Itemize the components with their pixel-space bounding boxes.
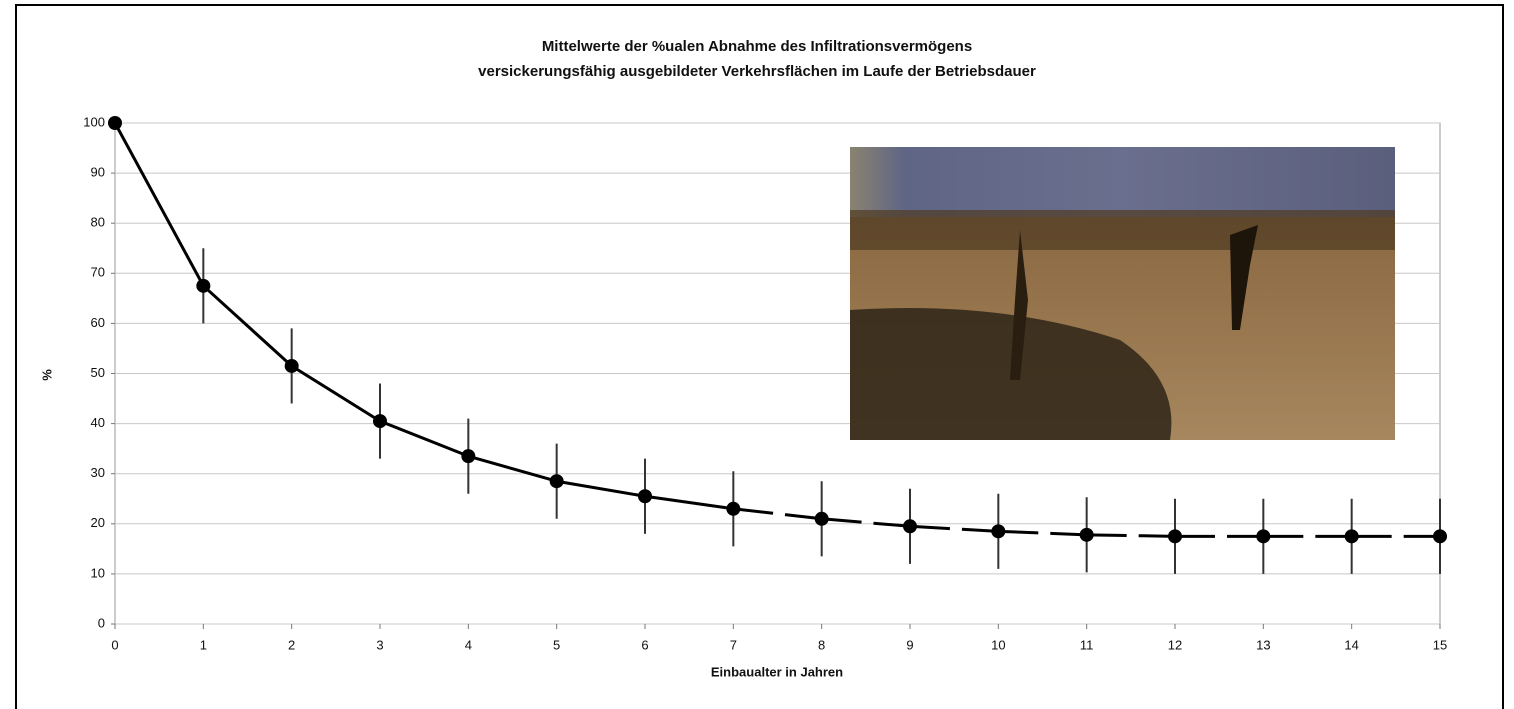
point xyxy=(1433,529,1447,543)
x-axis-label: Einbaualter in Jahren xyxy=(711,664,843,679)
point xyxy=(991,524,1005,538)
x-tick-label: 13 xyxy=(1256,637,1270,652)
x-tick-label: 7 xyxy=(730,637,737,652)
point xyxy=(285,359,299,373)
chart-title: Mittelwerte der %ualen Abnahme des Infil… xyxy=(542,38,972,55)
x-tick-label: 3 xyxy=(376,637,383,652)
point xyxy=(1345,529,1359,543)
line-segment xyxy=(645,496,733,509)
point xyxy=(1080,528,1094,542)
x-tick-label: 0 xyxy=(111,637,118,652)
point xyxy=(373,414,387,428)
x-tick-label: 15 xyxy=(1433,637,1447,652)
x-tick-label: 5 xyxy=(553,637,560,652)
y-tick-label: 40 xyxy=(91,415,105,430)
y-tick-label: 60 xyxy=(91,315,105,330)
line-segment xyxy=(292,366,380,421)
point xyxy=(1168,529,1182,543)
line-segment xyxy=(468,456,556,481)
y-tick-label: 30 xyxy=(91,465,105,480)
x-tick-label: 14 xyxy=(1344,637,1358,652)
x-tick-label: 6 xyxy=(641,637,648,652)
line-segment xyxy=(203,286,291,366)
x-tick-label: 12 xyxy=(1168,637,1182,652)
point xyxy=(726,502,740,516)
line-segment xyxy=(733,509,821,519)
point xyxy=(903,519,917,533)
line-segment xyxy=(822,519,910,527)
point xyxy=(461,449,475,463)
y-axis-label: % xyxy=(39,369,54,381)
line-segment xyxy=(380,421,468,456)
line-segment xyxy=(910,526,998,531)
y-tick-label: 90 xyxy=(91,165,105,180)
x-tick-label: 1 xyxy=(200,637,207,652)
y-tick-label: 10 xyxy=(91,565,105,580)
point xyxy=(815,512,829,526)
x-tick-label: 2 xyxy=(288,637,295,652)
x-tick-label: 9 xyxy=(906,637,913,652)
point xyxy=(196,279,210,293)
y-tick-label: 20 xyxy=(91,515,105,530)
point xyxy=(638,489,652,503)
line-segment xyxy=(1087,535,1175,537)
y-tick-label: 80 xyxy=(91,215,105,230)
x-tick-label: 10 xyxy=(991,637,1005,652)
point xyxy=(108,116,122,130)
line-segment xyxy=(115,123,203,286)
y-tick-label: 0 xyxy=(98,615,105,630)
y-tick-label: 50 xyxy=(91,365,105,380)
point xyxy=(1256,529,1270,543)
x-tick-label: 8 xyxy=(818,637,825,652)
line-segment xyxy=(998,531,1086,535)
x-tick-label: 11 xyxy=(1080,637,1094,652)
x-tick-label: 4 xyxy=(465,637,472,652)
chart: Mittelwerte der %ualen Abnahme des Infil… xyxy=(0,0,1514,709)
point xyxy=(550,474,564,488)
chart-title: versickerungsfähig ausgebildeter Verkehr… xyxy=(478,63,1036,80)
photo xyxy=(850,147,1395,440)
y-tick-label: 70 xyxy=(91,265,105,280)
line-segment xyxy=(557,481,645,496)
y-tick-label: 100 xyxy=(83,114,105,129)
